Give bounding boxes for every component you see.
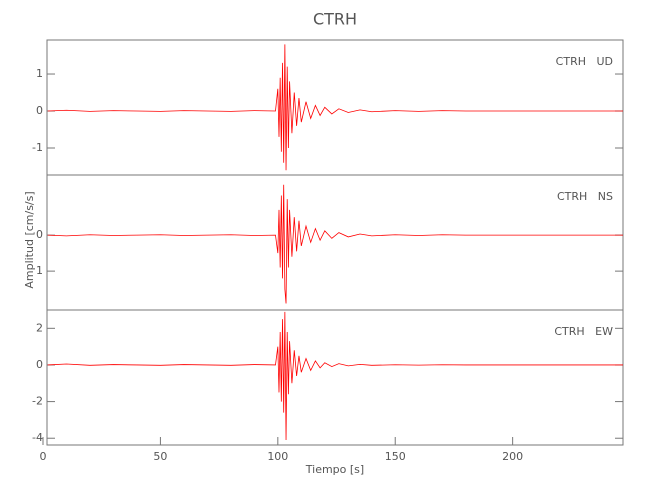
y-tick-label: 0 — [36, 358, 43, 371]
chart-title: CTRH — [313, 10, 357, 29]
y-tick-label: 0 — [36, 104, 43, 117]
y-tick-label: 1 — [36, 67, 43, 80]
x-tick-label: 0 — [40, 450, 47, 463]
y-tick-label: 1 — [36, 264, 43, 277]
waveform — [47, 184, 623, 304]
x-tick-label: 150 — [385, 450, 406, 463]
panel-frame — [46, 39, 624, 176]
x-tick-label: 100 — [267, 450, 288, 463]
x-axis-label: Tiempo [s] — [305, 463, 364, 476]
panel-frame — [46, 309, 624, 446]
waveform — [47, 311, 623, 441]
trace-label: CTRH NS — [557, 190, 613, 203]
y-axis-label: Amplitud [cm/s/s] — [23, 191, 36, 288]
y-tick-label: -4 — [32, 431, 43, 444]
panel-frame — [46, 174, 624, 311]
y-tick-label: -1 — [32, 141, 43, 154]
x-tick-label: 200 — [502, 450, 523, 463]
y-tick-label: 2 — [36, 321, 43, 334]
x-tick-label: 50 — [153, 450, 167, 463]
trace-label: CTRH UD — [556, 55, 613, 68]
waveform — [47, 44, 623, 171]
y-tick-label: 0 — [36, 228, 43, 241]
y-tick-label: -2 — [32, 395, 43, 408]
trace-label: CTRH EW — [554, 325, 613, 338]
